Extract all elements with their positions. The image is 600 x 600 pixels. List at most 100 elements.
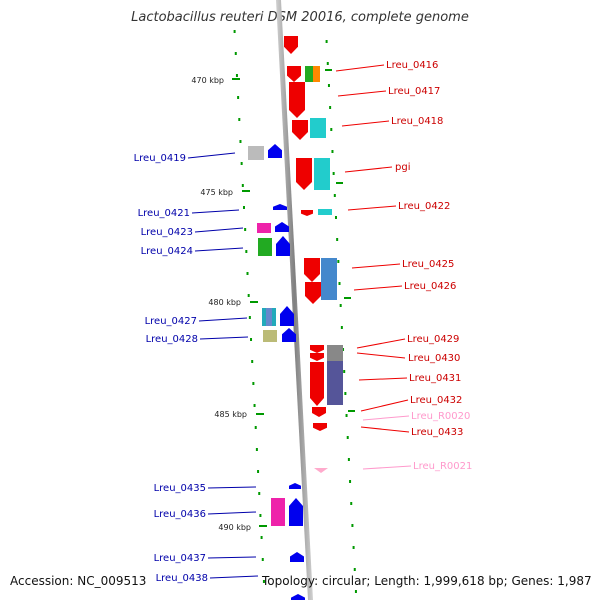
gene-label-lreu-0437[interactable]: Lreu_0437	[154, 553, 206, 564]
leader-line	[194, 227, 244, 233]
leader-line	[194, 247, 244, 252]
reverse-gene-arrow[interactable]	[305, 282, 321, 304]
reverse-gene-arrow[interactable]	[310, 362, 324, 406]
gene-class-box[interactable]	[318, 209, 332, 215]
reverse-gene-arrow[interactable]	[289, 82, 305, 118]
reverse-gene-arrow[interactable]	[284, 36, 298, 54]
gene-label-lreu-r0020[interactable]: Lreu_R0020	[411, 411, 470, 422]
gene-class-box[interactable]	[266, 308, 272, 326]
major-tick	[348, 410, 355, 412]
leader-line	[187, 152, 236, 159]
forward-gene-arrow[interactable]	[275, 222, 289, 232]
reverse-gene-arrow[interactable]	[312, 407, 326, 417]
gene-class-box[interactable]	[258, 238, 272, 256]
tick-mark	[327, 84, 330, 87]
tick-mark	[238, 118, 241, 121]
gene-label-lreu-0416[interactable]: Lreu_0416	[386, 60, 438, 71]
tick-mark	[342, 348, 345, 351]
leader-line	[362, 465, 412, 470]
forward-gene-arrow[interactable]	[291, 594, 305, 600]
gene-label-lreu-0424[interactable]: Lreu_0424	[141, 246, 193, 257]
forward-gene-arrow[interactable]	[273, 204, 287, 210]
gene-label-lreu-0417[interactable]: Lreu_0417	[388, 86, 440, 97]
gene-label-lreu-0422[interactable]: Lreu_0422	[398, 201, 450, 212]
tick-mark	[350, 502, 353, 505]
tick-mark	[259, 514, 262, 517]
tick-mark	[347, 458, 350, 461]
gene-class-box[interactable]	[271, 498, 285, 526]
reverse-gene-arrow[interactable]	[310, 345, 324, 353]
tick-mark	[235, 74, 238, 77]
reverse-gene-arrow[interactable]	[296, 158, 312, 190]
leader-line	[353, 285, 403, 291]
forward-gene-arrow[interactable]	[290, 552, 304, 562]
forward-gene-arrow[interactable]	[280, 306, 294, 326]
gene-label-lreu-0433[interactable]: Lreu_0433	[411, 427, 463, 438]
gene-class-box[interactable]	[314, 158, 330, 190]
gene-label-lreu-0438[interactable]: Lreu_0438	[156, 573, 208, 584]
gene-label-lreu-0423[interactable]: Lreu_0423	[141, 227, 193, 238]
reverse-gene-arrow[interactable]	[313, 423, 327, 431]
gene-label-lreu-0428[interactable]: Lreu_0428	[146, 334, 198, 345]
reverse-gene-arrow[interactable]	[310, 353, 324, 361]
tick-mark	[247, 294, 250, 297]
gene-label-lreu-0418[interactable]: Lreu_0418	[391, 116, 443, 127]
gene-class-box[interactable]	[310, 118, 326, 138]
leader-line	[335, 64, 385, 72]
reverse-gene-arrow[interactable]	[304, 258, 320, 282]
scale-label: 485 kbp	[214, 410, 247, 419]
gene-class-box[interactable]	[313, 66, 320, 82]
forward-gene-arrow[interactable]	[276, 236, 290, 256]
scale-label: 475 kbp	[200, 188, 233, 197]
tick-mark	[239, 140, 242, 143]
leader-line	[356, 338, 406, 349]
forward-gene-arrow[interactable]	[282, 328, 296, 342]
gene-class-box[interactable]	[321, 258, 337, 300]
scale-label: 480 kbp	[208, 298, 241, 307]
leader-line	[344, 166, 393, 173]
tick-mark	[234, 52, 237, 55]
major-tick	[259, 525, 267, 527]
leader-line	[362, 415, 410, 421]
tick-mark	[339, 304, 342, 307]
gene-class-box[interactable]	[257, 223, 271, 233]
gene-label-lreu-0425[interactable]: Lreu_0425	[402, 259, 454, 270]
major-tick	[250, 301, 258, 303]
gene-label-lreu-0435[interactable]: Lreu_0435	[154, 483, 206, 494]
gene-label-lreu-0430[interactable]: Lreu_0430	[408, 353, 460, 364]
reverse-gene-arrow[interactable]	[292, 120, 308, 140]
gene-label-lreu-0429[interactable]: Lreu_0429	[407, 334, 459, 345]
leader-line	[360, 399, 409, 412]
gene-class-box[interactable]	[305, 66, 313, 82]
gene-label-lreu-r0021[interactable]: Lreu_R0021	[413, 461, 472, 472]
tick-mark	[244, 228, 247, 231]
gene-class-box[interactable]	[248, 146, 264, 160]
gene-label-lreu-0427[interactable]: Lreu_0427	[145, 316, 197, 327]
tick-mark	[233, 30, 236, 33]
gene-class-box[interactable]	[327, 345, 343, 361]
tick-mark	[261, 558, 264, 561]
gene-label-lreu-0419[interactable]: Lreu_0419	[134, 153, 186, 164]
gene-label-lreu-0431[interactable]: Lreu_0431	[409, 373, 461, 384]
reverse-gene-arrow[interactable]	[301, 210, 313, 216]
reverse-gene-arrow[interactable]	[287, 66, 301, 82]
gene-label-lreu-0436[interactable]: Lreu_0436	[154, 509, 206, 520]
forward-gene-arrow[interactable]	[289, 483, 301, 489]
leader-line	[360, 426, 410, 433]
tick-mark	[260, 536, 263, 539]
tick-mark	[250, 338, 253, 341]
tick-mark	[333, 194, 336, 197]
forward-gene-arrow[interactable]	[268, 144, 282, 158]
gene-label-lreu-0421[interactable]: Lreu_0421	[138, 208, 190, 219]
tick-mark	[351, 524, 354, 527]
gene-class-box[interactable]	[263, 330, 277, 342]
gene-label-lreu-0426[interactable]: Lreu_0426	[404, 281, 456, 292]
rna-gene-arrow[interactable]	[314, 468, 328, 473]
forward-gene-arrow[interactable]	[289, 498, 303, 526]
accession-text: Accession: NC_009513	[10, 574, 147, 588]
gene-label-pgi[interactable]: pgi	[395, 162, 410, 173]
genome-summary-text: Topology: circular; Length: 1,999,618 bp…	[262, 574, 592, 588]
tick-mark	[346, 436, 349, 439]
leader-line	[209, 575, 259, 579]
gene-label-lreu-0432[interactable]: Lreu_0432	[410, 395, 462, 406]
